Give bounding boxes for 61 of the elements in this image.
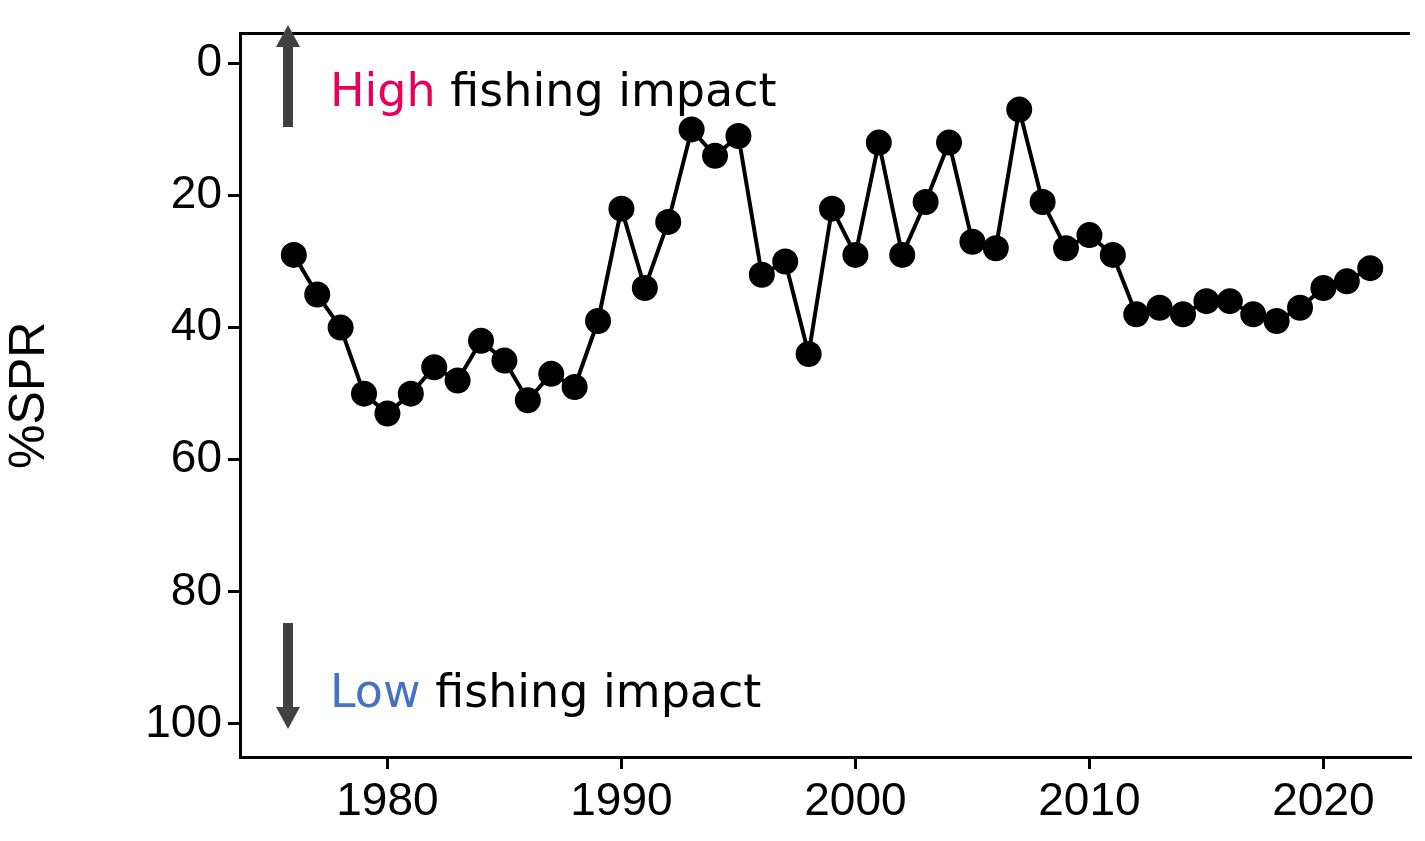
point (842, 241, 869, 268)
x-tick-label: 1990 (570, 773, 673, 826)
point (1310, 274, 1337, 301)
point (468, 327, 495, 354)
point (959, 228, 986, 255)
point (1099, 241, 1126, 268)
point (491, 347, 518, 374)
point (1170, 301, 1197, 328)
point (1240, 301, 1267, 328)
y-tick-label: 60 (170, 430, 222, 483)
annotation: Low fishing impact (330, 663, 762, 718)
point (1333, 268, 1360, 295)
point (819, 195, 846, 222)
point (725, 123, 752, 149)
x-tick-label: 2020 (1272, 773, 1375, 826)
point (585, 307, 612, 334)
point (1146, 294, 1173, 321)
annotation: High fishing impact (330, 62, 777, 117)
point (912, 189, 939, 216)
point (702, 142, 729, 169)
point (678, 116, 705, 143)
point (327, 314, 354, 341)
point (1263, 307, 1290, 334)
y-axis-title: %SPR (0, 321, 55, 469)
point (936, 129, 963, 156)
point (444, 367, 471, 394)
point (655, 208, 682, 235)
y-tick-label: 40 (170, 298, 222, 351)
point (374, 400, 401, 427)
point (351, 380, 378, 407)
point (1357, 255, 1384, 282)
y-tick-label: 80 (170, 562, 222, 615)
y-tick-label: 100 (145, 694, 222, 747)
point (1193, 288, 1220, 315)
point (397, 380, 424, 407)
x-tick-label: 1980 (336, 773, 439, 826)
point (1006, 96, 1033, 123)
point (1053, 235, 1080, 262)
point (1287, 294, 1314, 321)
y-tick-label: 20 (170, 166, 222, 219)
point (1216, 288, 1243, 315)
point (421, 354, 448, 381)
point (748, 261, 775, 288)
point (982, 235, 1009, 262)
y-tick-label: 0 (196, 34, 222, 87)
point (772, 248, 799, 275)
point (304, 281, 331, 308)
point (631, 274, 658, 301)
point (1123, 301, 1150, 328)
point (514, 387, 541, 414)
point (608, 195, 635, 222)
point (280, 241, 307, 268)
point (889, 241, 916, 268)
point (1076, 222, 1103, 249)
x-tick-label: 2000 (804, 773, 907, 826)
x-tick-label: 2010 (1038, 773, 1141, 826)
point (1029, 189, 1056, 216)
point (538, 360, 565, 387)
point (561, 374, 588, 401)
point (795, 341, 822, 368)
point (865, 129, 892, 156)
